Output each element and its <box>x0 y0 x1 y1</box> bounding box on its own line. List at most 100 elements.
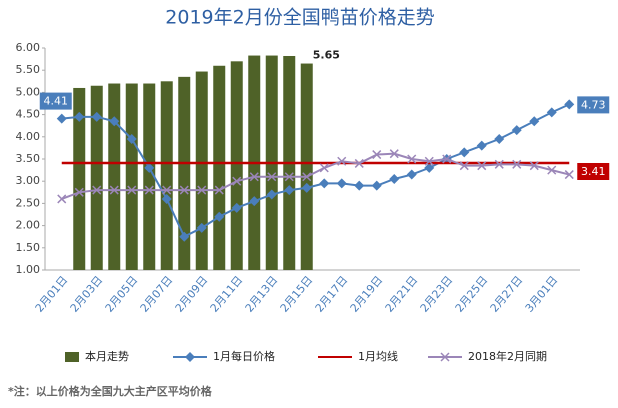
x-tick-label: 2月05日 <box>103 274 141 315</box>
marker <box>267 172 277 182</box>
x-tick-label: 2月21日 <box>383 274 421 315</box>
data-label: 5.65 <box>313 49 340 62</box>
legend-label: 1月每日价格 <box>213 349 275 363</box>
x-tick-label: 2月03日 <box>68 274 106 315</box>
marker <box>354 158 364 168</box>
marker <box>161 193 172 204</box>
x-tick-label: 2月17日 <box>313 274 351 315</box>
y-tick-label: 6.00 <box>16 41 41 54</box>
marker <box>529 116 540 127</box>
marker <box>336 178 347 189</box>
legend-marker <box>440 352 450 362</box>
bar <box>195 71 208 270</box>
marker <box>91 111 102 122</box>
data-label-box <box>577 162 610 180</box>
y-tick-label: 2.00 <box>16 219 41 232</box>
marker <box>284 185 295 196</box>
marker <box>511 125 522 136</box>
marker <box>494 159 504 169</box>
bar <box>125 83 138 271</box>
y-tick-label: 4.50 <box>16 108 41 121</box>
marker <box>197 185 207 195</box>
footnote: *注：以上价格为全国九大主产区平均价格 <box>8 384 213 398</box>
marker <box>74 187 84 197</box>
marker <box>284 172 294 182</box>
bar <box>143 83 156 271</box>
marker <box>371 180 382 191</box>
y-tick-label: 2.50 <box>16 196 41 209</box>
marker <box>232 176 242 186</box>
marker <box>546 107 557 118</box>
marker <box>337 156 347 166</box>
marker <box>424 156 434 166</box>
marker <box>196 222 207 233</box>
y-tick-label: 3.00 <box>16 174 41 187</box>
marker <box>127 185 137 195</box>
marker <box>477 161 487 171</box>
y-tick-label: 5.00 <box>16 85 41 98</box>
x-tick-label: 2月09日 <box>173 274 211 315</box>
y-tick-label: 1.00 <box>16 263 41 276</box>
legend-label: 2018年2月同期 <box>468 349 547 363</box>
marker <box>319 163 329 173</box>
marker <box>179 231 190 242</box>
bar <box>178 76 191 270</box>
marker <box>442 154 452 164</box>
x-tick-label: 2月19日 <box>348 274 386 315</box>
x-tick-label: 2月25日 <box>453 274 491 315</box>
legend-marker <box>185 352 195 362</box>
marker <box>301 182 312 193</box>
marker <box>529 161 539 171</box>
x-tick-label: 2月07日 <box>138 274 176 315</box>
marker <box>214 211 225 222</box>
data-label: 4.73 <box>581 98 606 111</box>
marker <box>126 134 137 145</box>
x-tick-label: 2月11日 <box>208 274 246 315</box>
bar <box>213 65 226 270</box>
marker <box>179 185 189 195</box>
marker <box>564 170 574 180</box>
legend-swatch <box>65 352 79 362</box>
bar <box>300 63 313 270</box>
legend-label: 本月走势 <box>85 349 129 363</box>
marker <box>266 189 277 200</box>
y-tick-label: 1.50 <box>16 241 41 254</box>
data-label: 3.41 <box>581 165 606 178</box>
bar <box>160 81 173 270</box>
marker <box>214 185 224 195</box>
marker <box>302 172 312 182</box>
x-tick-label: 2月23日 <box>418 274 456 315</box>
marker <box>74 111 85 122</box>
marker <box>249 172 259 182</box>
x-tick-label: 2月15日 <box>278 274 316 315</box>
marker <box>494 134 505 145</box>
data-label: 4.41 <box>44 95 69 108</box>
y-tick-label: 4.00 <box>16 130 41 143</box>
marker <box>476 140 487 151</box>
marker <box>231 202 242 213</box>
line <box>61 103 570 239</box>
marker <box>564 99 575 110</box>
data-label-box <box>577 96 610 114</box>
marker <box>56 113 67 124</box>
marker <box>354 180 365 191</box>
bar <box>73 87 86 271</box>
marker <box>162 185 172 195</box>
line <box>61 152 570 200</box>
marker <box>459 147 470 158</box>
marker <box>144 162 155 173</box>
marker <box>57 194 67 204</box>
x-tick-label: 3月01日 <box>523 274 561 315</box>
bar <box>90 85 103 271</box>
marker <box>144 185 154 195</box>
marker <box>249 196 260 207</box>
marker <box>109 116 120 127</box>
x-tick-label: 2月13日 <box>243 274 281 315</box>
marker <box>92 185 102 195</box>
marker <box>424 162 435 173</box>
bar <box>230 61 243 270</box>
x-tick-label: 2月01日 <box>33 274 71 315</box>
marker <box>459 161 469 171</box>
chart-title: 2019年2月份全国鸭苗价格走势 <box>165 7 434 29</box>
